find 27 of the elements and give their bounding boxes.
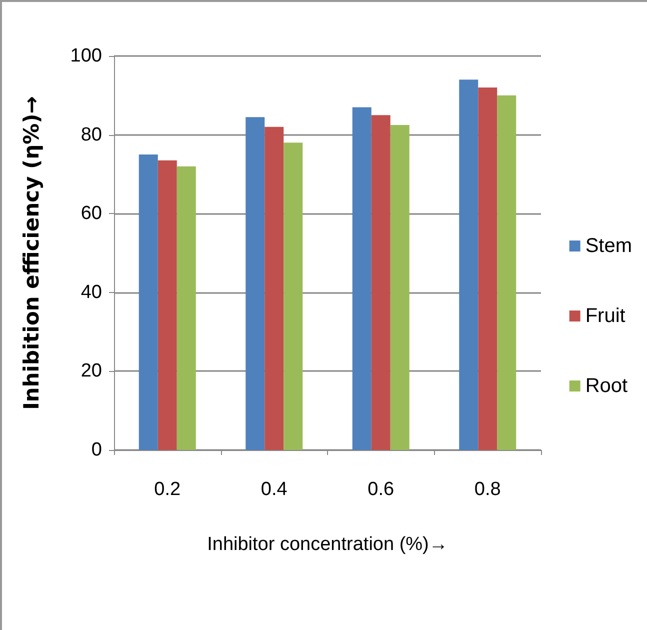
bar [158,160,177,450]
y-axis-title: Inhibition efficiency (η%)→ [20,96,44,410]
bar [264,126,284,450]
bar [246,117,265,450]
y-tick-label: 60 [80,203,102,224]
y-tick-label: 20 [80,360,102,382]
bar [390,124,410,450]
bar [352,107,372,450]
legend-label: Root [585,375,628,397]
bar [478,88,498,450]
x-tick-label: 0.8 [474,479,501,500]
y-tick-label: 100 [70,46,102,66]
y-tick-label: 80 [80,124,102,146]
bar [497,95,516,450]
bar [459,80,478,450]
bar [176,166,196,450]
bar [138,154,158,450]
x-tick-label: 0.4 [260,479,288,500]
y-tick-label: 0 [91,440,102,460]
x-axis-title: Inhibitor concentration (%)→ [207,534,448,555]
bar [371,115,390,450]
legend-label: Stem [585,235,632,257]
legend-label: Fruit [585,305,626,327]
x-tick-label: 0.2 [154,479,181,500]
bar [284,142,303,450]
x-tick-label: 0.6 [368,479,394,500]
y-tick-label: 40 [80,282,102,303]
